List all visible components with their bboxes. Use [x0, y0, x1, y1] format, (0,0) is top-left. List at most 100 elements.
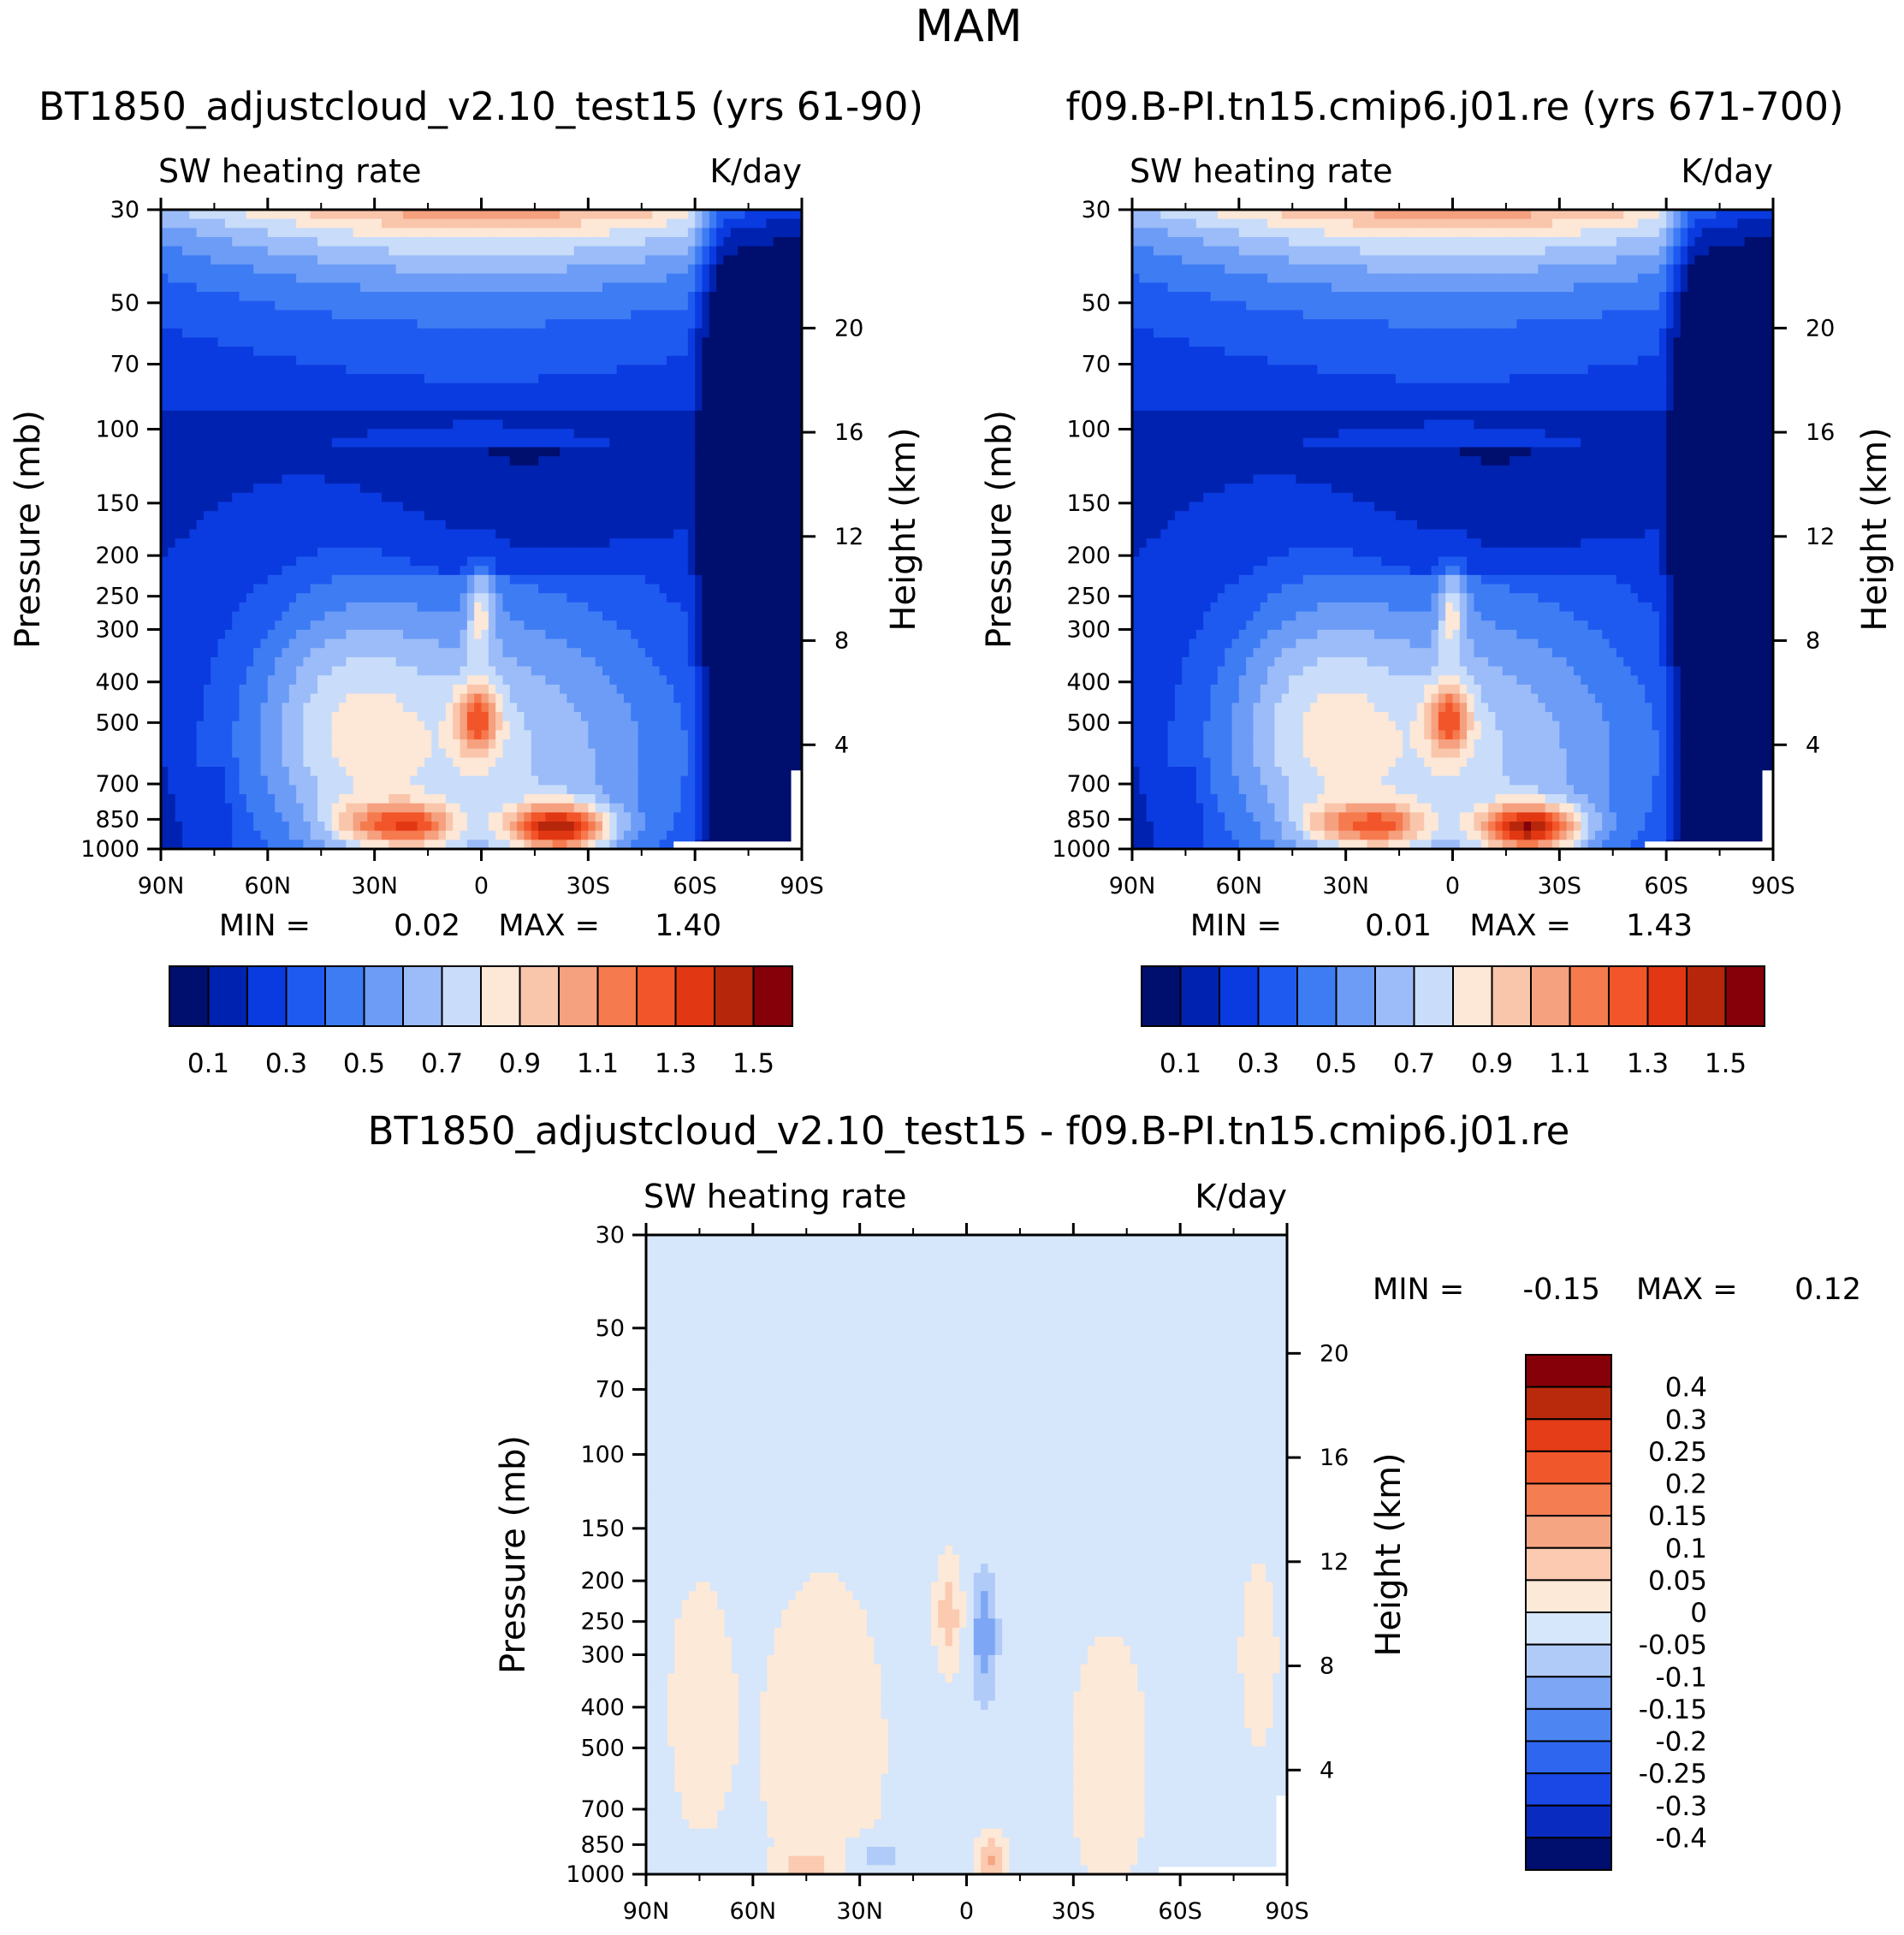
heatmap-cell	[374, 328, 383, 338]
heatmap-cell	[431, 602, 440, 613]
heatmap-cell	[744, 547, 753, 558]
heatmap-cell	[310, 684, 318, 695]
heatmap-cell	[616, 337, 625, 347]
heatmap-cell	[275, 556, 283, 567]
heatmap-cell	[374, 429, 383, 439]
heatmap-cell	[644, 611, 653, 621]
heatmap-cell	[211, 383, 219, 394]
heatmap-cell	[751, 328, 760, 338]
heatmap-cell	[460, 538, 468, 549]
heatmap-cell	[588, 666, 596, 676]
heatmap-cell	[673, 328, 682, 338]
heatmap-cell	[189, 511, 198, 521]
heatmap-cell	[738, 620, 746, 631]
heatmap-cell	[481, 711, 489, 722]
heatmap-cell	[709, 419, 717, 430]
heatmap-cell	[389, 447, 397, 457]
heatmap-cell	[246, 656, 254, 668]
heatmap-cell	[716, 337, 725, 347]
heatmap-cell	[232, 484, 240, 494]
heatmap-cell	[552, 484, 561, 494]
heatmap-cell	[538, 300, 546, 311]
heatmap-cell	[395, 392, 404, 402]
heatmap-cell	[374, 292, 383, 302]
heatmap-cell	[573, 273, 582, 283]
heatmap-cell	[224, 611, 233, 621]
heatmap-cell	[267, 620, 276, 631]
heatmap-cell	[666, 465, 674, 476]
heatmap-cell	[616, 273, 625, 283]
heatmap-cell	[517, 465, 525, 476]
heatmap-cell	[730, 365, 738, 375]
heatmap-cell	[395, 638, 404, 649]
heatmap-cell	[538, 648, 546, 658]
heatmap-cell	[695, 355, 703, 366]
heatmap-cell	[317, 511, 326, 521]
heatmap-cell	[168, 611, 176, 621]
heatmap-cell	[189, 228, 198, 238]
heatmap-cell	[353, 246, 361, 256]
heatmap-cell	[716, 328, 725, 338]
heatmap-cell	[581, 228, 589, 238]
heatmap-cell	[438, 282, 447, 293]
heatmap-cell	[573, 437, 582, 448]
heatmap-cell	[466, 602, 475, 613]
heatmap-cell	[246, 319, 254, 329]
heatmap-cell	[417, 401, 425, 412]
heatmap-cell	[631, 574, 639, 585]
heatmap-cell	[260, 538, 269, 549]
heatmap-cell	[759, 593, 767, 603]
heatmap-cell	[282, 292, 290, 302]
heatmap-cell	[324, 574, 333, 585]
heatmap-cell	[331, 547, 340, 558]
heatmap-cell	[317, 429, 326, 439]
heatmap-cell	[751, 374, 760, 384]
heatmap-cell	[738, 566, 746, 576]
heatmap-cell	[616, 593, 625, 603]
heatmap-cell	[751, 310, 760, 320]
heatmap-cell	[517, 656, 525, 668]
heatmap-cell	[466, 511, 475, 521]
heatmap-cell	[524, 474, 532, 484]
heatmap-cell	[644, 218, 653, 229]
heatmap-cell	[588, 264, 596, 275]
heatmap-cell	[488, 602, 496, 613]
heatmap-cell	[389, 611, 397, 621]
heatmap-cell	[161, 328, 169, 338]
heatmap-cell	[203, 429, 211, 439]
heatmap-cell	[531, 502, 539, 512]
heatmap-cell	[275, 355, 283, 366]
heatmap-cell	[453, 218, 461, 229]
heatmap-cell	[723, 566, 732, 576]
heatmap-cell	[339, 529, 347, 539]
heatmap-cell	[196, 292, 205, 302]
heatmap-cell	[296, 693, 305, 703]
heatmap-cell	[638, 629, 646, 640]
heatmap-cell	[495, 300, 504, 311]
heatmap-cell	[631, 383, 639, 394]
heatmap-cell	[716, 656, 725, 668]
heatmap-cell	[560, 246, 567, 256]
heatmap-cell	[616, 292, 625, 302]
heatmap-cell	[531, 620, 539, 631]
heatmap-cell	[353, 511, 361, 521]
heatmap-cell	[695, 484, 703, 494]
heatmap-cell	[673, 447, 682, 457]
heatmap-cell	[616, 519, 625, 531]
heatmap-cell	[552, 547, 561, 558]
heatmap-cell	[602, 511, 610, 521]
heatmap-cell	[744, 282, 753, 293]
heatmap-cell	[766, 447, 774, 457]
heatmap-cell	[652, 656, 661, 668]
heatmap-cell	[253, 648, 262, 658]
heatmap-cell	[631, 629, 639, 640]
heatmap-cell	[417, 456, 425, 466]
heatmap-cell	[339, 237, 347, 247]
heatmap-cell	[232, 282, 240, 293]
heatmap-cell	[766, 648, 774, 658]
heatmap-cell	[652, 310, 661, 320]
heatmap-cell	[374, 237, 383, 247]
heatmap-cell	[168, 465, 176, 476]
heatmap-cell	[303, 264, 311, 275]
heatmap-cell	[460, 547, 468, 558]
